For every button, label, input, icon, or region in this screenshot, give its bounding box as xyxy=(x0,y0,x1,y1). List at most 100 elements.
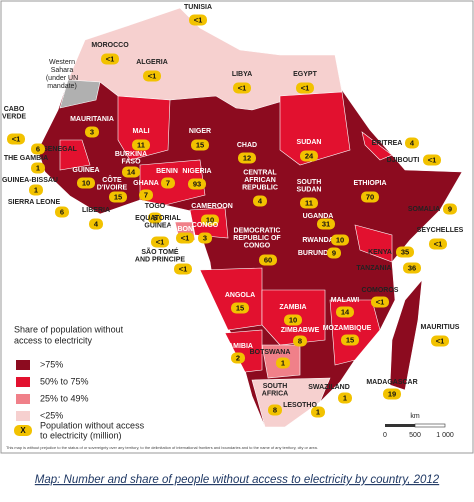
region-mid xyxy=(199,267,263,331)
value-badge xyxy=(276,357,290,369)
value-badge xyxy=(284,314,302,326)
value-label: <1 xyxy=(238,83,247,92)
country-name: UGANDA xyxy=(303,213,334,220)
value-label: 9 xyxy=(332,248,336,257)
region-label: mandate) xyxy=(47,83,77,90)
value-badge xyxy=(132,139,150,151)
scale-tick: 1 000 xyxy=(436,432,454,439)
value-badge xyxy=(139,189,153,201)
value-badge xyxy=(383,388,401,400)
region-mid xyxy=(354,224,393,263)
value-label: 24 xyxy=(305,151,314,160)
country-name: ZIMBABWE xyxy=(281,327,320,334)
legend-label: 25% to 49% xyxy=(40,393,89,403)
value-label: 15 xyxy=(236,303,244,312)
country-name: CHAD xyxy=(237,142,257,149)
value-label: 2 xyxy=(236,353,240,362)
caption: Map: Number and share of people without … xyxy=(35,474,440,486)
value-badge xyxy=(238,152,256,164)
legend-label: <25% xyxy=(40,410,63,420)
value-label: 1 xyxy=(343,393,347,402)
country-name: GUINEA xyxy=(72,167,99,174)
country-name: CONGO xyxy=(244,242,271,249)
value-label: 6 xyxy=(36,144,40,153)
value-badge xyxy=(55,206,69,218)
country-name: ERITREA xyxy=(372,140,403,147)
legend xyxy=(14,360,32,436)
scale-tick: 0 xyxy=(383,432,387,439)
value-badge xyxy=(268,404,282,416)
legend-badge xyxy=(14,425,32,436)
value-badge xyxy=(443,203,457,215)
value-label: 14 xyxy=(127,167,136,176)
country-name: LIBERIA xyxy=(82,207,110,214)
value-label: <1 xyxy=(194,15,203,24)
value-label: 36 xyxy=(408,263,416,272)
value-badge xyxy=(293,335,307,347)
country-name: EGYPT xyxy=(293,71,317,78)
value-label: <1 xyxy=(436,336,445,345)
country-name: REPUBLIC xyxy=(242,184,278,191)
value-label: <1 xyxy=(12,134,21,143)
value-label: 3 xyxy=(90,127,94,136)
country-name: CÔTE xyxy=(102,175,122,184)
legend-swatch xyxy=(16,394,30,404)
country-name: MADAGASCAR xyxy=(366,379,417,386)
value-label: 31 xyxy=(322,219,330,228)
value-badge xyxy=(253,195,267,207)
value-label: 10 xyxy=(289,315,297,324)
value-label: 93 xyxy=(193,179,201,188)
legend-label: to electricity (million) xyxy=(40,430,122,440)
value-badge xyxy=(259,254,277,266)
country-name: NIGERIA xyxy=(182,168,211,175)
value-label: 1 xyxy=(34,185,38,194)
value-badge xyxy=(109,191,127,203)
legend-swatch xyxy=(16,377,30,387)
country-name: FASO xyxy=(121,159,141,166)
value-badge xyxy=(371,296,389,308)
country-name: GUINEA xyxy=(144,223,171,230)
country-name: MOROCCO xyxy=(91,42,129,49)
country-name: DJIBOUTI xyxy=(387,157,420,164)
value-label: 5 xyxy=(153,213,157,222)
country-name: TOGO xyxy=(145,203,166,210)
value-label: <1 xyxy=(376,297,385,306)
scale-tick: 500 xyxy=(409,432,421,439)
legend-label: >75% xyxy=(40,359,63,369)
value-label: <1 xyxy=(148,71,157,80)
value-label: 11 xyxy=(137,140,145,149)
country-name: SOUTH xyxy=(263,383,288,390)
value-badge xyxy=(296,82,314,94)
value-badge xyxy=(191,139,209,151)
value-badge xyxy=(396,246,414,258)
value-label: 15 xyxy=(346,335,354,344)
value-badge xyxy=(176,232,194,244)
value-badge xyxy=(148,212,162,224)
value-label: <1 xyxy=(434,239,443,248)
country-name: DEMOCRATIC xyxy=(234,227,281,234)
value-label: <1 xyxy=(181,233,190,242)
value-label: 10 xyxy=(206,215,214,224)
legend-swatch xyxy=(16,360,30,370)
value-badge xyxy=(423,154,441,166)
scale-bar xyxy=(385,423,446,428)
value-badge xyxy=(338,392,352,404)
value-badge xyxy=(431,335,449,347)
value-label: 7 xyxy=(144,190,148,199)
region-label: (under UN xyxy=(46,75,78,82)
regions-mid xyxy=(59,91,393,373)
country-name: RWANDA xyxy=(302,237,333,244)
value-label: 7 xyxy=(166,178,170,187)
country-name: SUDAN xyxy=(297,187,322,194)
value-badge xyxy=(327,247,341,259)
country-name: GUINEA-BISSAU xyxy=(2,177,58,184)
value-badge xyxy=(7,133,25,145)
country-name: LIBYA xyxy=(232,71,252,78)
region-mid xyxy=(279,91,351,166)
value-badge xyxy=(300,150,318,162)
country-name: BURKINA xyxy=(115,151,147,158)
value-badge xyxy=(361,191,379,203)
value-badge xyxy=(341,334,359,346)
country-name: KENYA xyxy=(368,249,392,256)
